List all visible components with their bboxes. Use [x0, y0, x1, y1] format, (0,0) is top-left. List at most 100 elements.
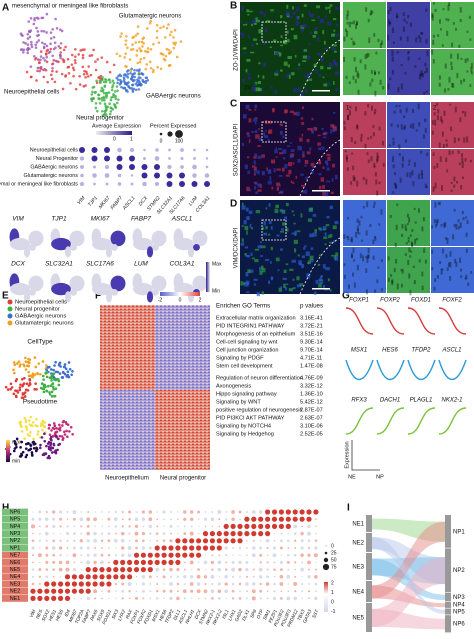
inset-signal [411, 229, 414, 233]
cell-signal [246, 186, 250, 192]
gene-label: MSX1 [351, 348, 367, 354]
umap-cell [41, 419, 45, 423]
cell-signal [332, 18, 337, 21]
expression-dot [121, 553, 125, 557]
cell-signal [275, 204, 278, 208]
umap-cell [28, 379, 32, 382]
cell-signal [317, 36, 320, 42]
expression-dot [107, 511, 110, 513]
umap-cell [172, 46, 176, 50]
row-label: Neuroepithelial cells [30, 147, 79, 153]
expression-dot [114, 525, 118, 528]
expression-dot [182, 589, 187, 594]
inset-signal [347, 236, 350, 241]
expression-dot [223, 523, 229, 530]
row-tag [2, 544, 28, 552]
umap-cell [32, 437, 35, 441]
node-label: NP4 [453, 603, 465, 609]
row-label: NP1 [10, 545, 21, 551]
expression-dot [100, 539, 104, 543]
umap-cell [145, 76, 149, 80]
cell-signal [290, 27, 294, 31]
inset-signal [450, 189, 453, 192]
umap-cell [112, 63, 116, 67]
umap-cell [10, 386, 14, 389]
expression-dot [99, 567, 105, 573]
gene-label: SIM1 [262, 608, 271, 620]
cell-signal [300, 24, 305, 28]
cell-signal [284, 287, 288, 291]
inset-signal [407, 259, 410, 266]
trend-curve [407, 307, 436, 335]
umap-cell [103, 110, 107, 113]
inset-signal [346, 10, 349, 16]
umap-cell [53, 432, 57, 436]
cell-signal [333, 33, 335, 36]
umap-cell [129, 48, 133, 51]
expression-dot [113, 567, 119, 573]
inset-signal [404, 139, 407, 143]
gene-label: DCX [138, 195, 150, 207]
expression-dot [101, 518, 103, 520]
umap-cell [124, 89, 128, 92]
expression-dot [230, 523, 236, 530]
cell-signal [240, 281, 243, 286]
inset-signal [378, 126, 381, 131]
inset-signal [362, 205, 365, 209]
cell-signal [300, 117, 304, 120]
inset-signal [421, 173, 424, 180]
umap-cell [174, 41, 178, 45]
inset-signal [380, 40, 383, 45]
umap-cell [35, 40, 39, 44]
expression-dot [315, 518, 317, 521]
expression-dot [101, 597, 103, 600]
expression-dot [203, 575, 208, 579]
umap-cell [47, 454, 51, 458]
gene-label: RAX [125, 608, 134, 620]
inset-signal [454, 258, 457, 264]
umap-cell [27, 448, 30, 452]
expression-dot [120, 574, 126, 580]
expression-dot [210, 560, 215, 565]
umap-cell [49, 37, 53, 40]
umap-cell [45, 364, 48, 367]
expression-dot [192, 173, 197, 178]
umap-cell [103, 112, 107, 115]
cell-signal [276, 168, 281, 171]
umap-cell [18, 388, 22, 392]
panel-letter: B [230, 1, 237, 12]
expression-dot [300, 553, 304, 557]
inset-signal [409, 172, 412, 178]
umap-cell [25, 428, 29, 431]
cell-signal [254, 248, 260, 251]
inset-signal [401, 233, 404, 238]
umap-cell [54, 450, 58, 453]
cell-signal [333, 61, 337, 65]
cell-signal [315, 127, 317, 131]
expression-dot [307, 560, 311, 565]
inset-signal [419, 37, 422, 43]
expression-dot [251, 510, 256, 514]
expression-dot [58, 595, 64, 602]
umap-cell [118, 54, 122, 58]
expression-dot [259, 575, 263, 579]
expression-dot [45, 575, 49, 579]
cell-signal [289, 142, 292, 144]
feature-umap [10, 282, 30, 296]
umap-cell [24, 425, 28, 428]
go-term: Cell-cell signaling by wnt [216, 339, 278, 345]
umap-cell [164, 54, 168, 58]
cell-signal [328, 234, 331, 239]
expression-dot [315, 525, 317, 528]
umap-cell [45, 31, 48, 34]
cell-signal [254, 104, 258, 108]
expression-dot [141, 510, 145, 514]
umap-cell [31, 372, 35, 376]
cell-signal [264, 135, 269, 139]
inset [343, 149, 386, 195]
cell-signal [306, 138, 310, 143]
umap-cell [120, 32, 123, 35]
umap-cell [51, 69, 54, 73]
expression-dot [314, 568, 317, 571]
umap-cell [57, 443, 60, 447]
